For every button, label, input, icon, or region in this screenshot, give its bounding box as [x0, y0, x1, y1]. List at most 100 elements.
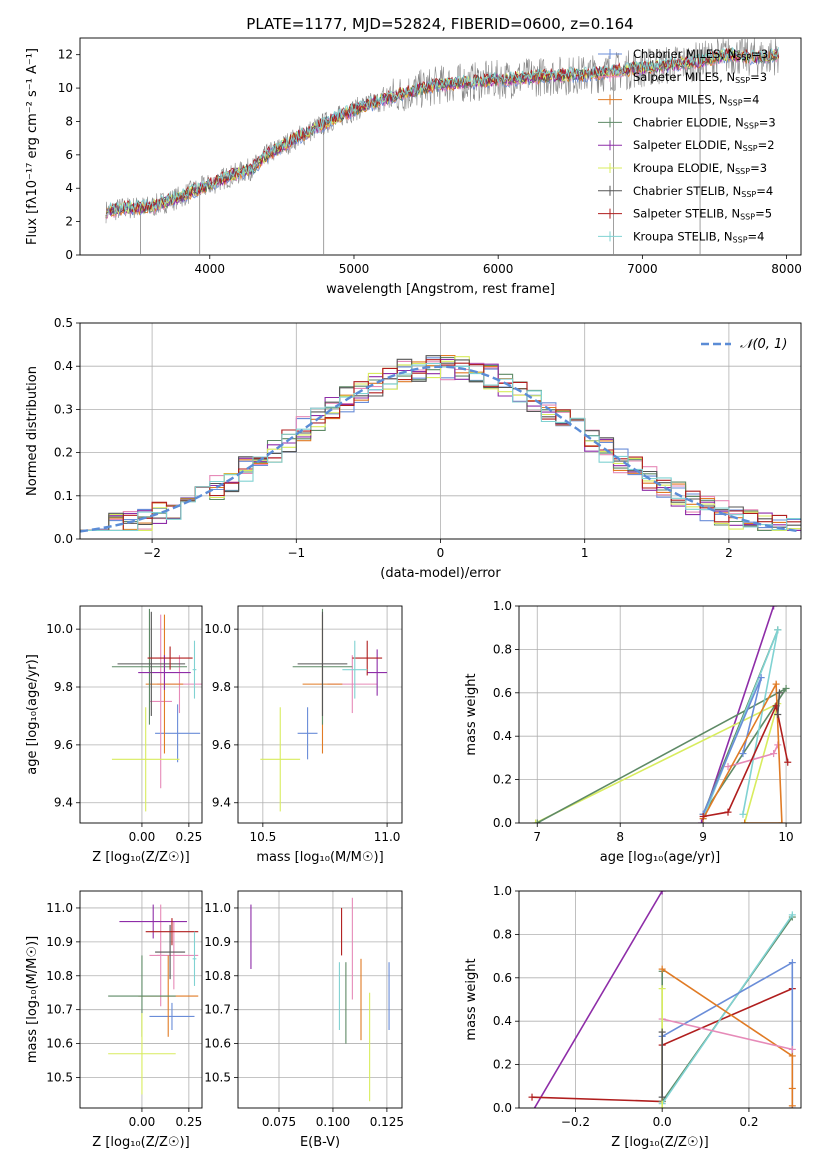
- y-tick-label: 0.0: [493, 816, 512, 830]
- legend-label-5: Kroupa ELODIE, NSSP=3: [633, 161, 767, 176]
- x-tick-label: 0.075: [262, 1115, 296, 1129]
- panel-mass-vs-Z: 0.00 0.25 10.5 10.6 10.7 10.8 10.9 11.0 Z [log₁₀…: [25, 890, 203, 1150]
- weight-series-6: [662, 1018, 793, 1051]
- errorbar-point-8: [342, 640, 368, 699]
- y-tick-label: 0.8: [493, 927, 512, 941]
- legend-label-1: Salpeter MILES, NSSP=3: [633, 70, 767, 85]
- errorbar-point-6: [297, 611, 348, 716]
- errorbar-point-5: [119, 904, 187, 939]
- y-tick-label: 11.0: [46, 901, 73, 915]
- y-tick-label: 9.6: [54, 738, 73, 752]
- x-axis-label: (data-model)/error: [380, 566, 501, 581]
- x-axis-label: age [log₁₀(age/yr)]: [600, 850, 721, 865]
- figure-title: PLATE=1177, MJD=52824, FIBERID=0600, z=0…: [246, 15, 633, 33]
- y-tick-label: 9.4: [54, 796, 73, 810]
- x-axis-label: Z [log₁₀(Z/Z☉)]: [92, 1135, 189, 1150]
- errorbar-point-9: [192, 931, 197, 986]
- x-tick-label: 0.00: [129, 1115, 156, 1129]
- y-tick-label: 2: [65, 215, 73, 229]
- y-tick-label: 10: [58, 81, 73, 95]
- x-tick-label: −2: [143, 546, 161, 560]
- errorbar-point-9: [192, 640, 197, 699]
- y-tick-label: 1.0: [493, 884, 512, 898]
- errorbar-point-6: [108, 1013, 176, 1095]
- x-tick-label: 0.00: [129, 830, 156, 844]
- y-tick-label: 0.4: [493, 1014, 512, 1028]
- x-tick-label: 11.0: [374, 830, 401, 844]
- x-tick-label: 0.100: [316, 1115, 350, 1129]
- normal-curve: [80, 365, 801, 533]
- legend-label-4: Salpeter ELODIE, NSSP=2: [633, 138, 775, 153]
- y-tick-label: 10.7: [204, 1003, 231, 1017]
- errorbar-point-7: [117, 611, 186, 716]
- axes-frame: [79, 322, 802, 540]
- y-tick-label: 9.8: [54, 680, 73, 694]
- panel-age-vs-Z: 0.00 0.25 9.4 9.6 9.8 10.0 Z [log₁₀(Z/Z☉)] age …: [25, 605, 203, 865]
- y-tick-label: 9.6: [212, 738, 231, 752]
- errorbar-point-0: [149, 1002, 195, 1031]
- weight-series-5: [661, 968, 794, 1106]
- spectrum-model-7: [105, 48, 779, 217]
- x-axis-label: Z [log₁₀(Z/Z☉)]: [92, 850, 189, 865]
- histogram-5: [80, 356, 801, 531]
- legend-label-7: Salpeter STELIB, NSSP=5: [633, 207, 772, 222]
- weight-series-7: [702, 703, 789, 818]
- x-tick-label: 0.25: [176, 1115, 203, 1129]
- y-axis-label: mass weight: [464, 673, 479, 755]
- weight-series-2: [536, 629, 787, 823]
- y-tick-label: 0.5: [54, 316, 73, 330]
- y-axis-label: mass [log₁₀(M/M☉)]: [25, 936, 40, 1063]
- y-tick-label: 10.0: [46, 622, 73, 636]
- weight-series-8: [777, 692, 781, 715]
- y-tick-label: 10.5: [46, 1070, 73, 1084]
- errorbar-point-8: [145, 918, 199, 946]
- x-tick-label: 0.0: [653, 1115, 672, 1129]
- weight-series-3: [661, 914, 793, 1105]
- legend-label: 𝒩(0, 1): [740, 337, 787, 352]
- y-tick-label: 10.0: [204, 622, 231, 636]
- y-tick-label: 10.7: [46, 1003, 73, 1017]
- y-tick-label: 0.2: [54, 446, 73, 460]
- y-tick-label: 10.8: [204, 969, 231, 983]
- y-tick-label: 0.2: [493, 1058, 512, 1072]
- y-tick-label: 0.8: [493, 642, 512, 656]
- axes-frame: [79, 890, 203, 1109]
- y-tick-label: 10.9: [204, 935, 231, 949]
- histogram-8: [80, 363, 801, 531]
- y-tick-label: 0: [65, 248, 73, 262]
- errorbar-point-7: [155, 924, 186, 980]
- y-axis-label: age [log₁₀(age/yr)]: [25, 654, 40, 775]
- y-tick-label: 10.6: [204, 1037, 231, 1051]
- panel-weight-vs-age: 7 8 9 10 0.0 0.2 0.4 0.6 0.8 1.0 age [log₁₀(age/yr…: [464, 599, 802, 865]
- x-tick-label: 10.5: [249, 830, 276, 844]
- axes-frame: [518, 605, 802, 824]
- panel-spectrum: 4000 5000 6000 7000 8000 0 2 4 6 8 10 12 wavelength …: [25, 37, 802, 297]
- y-tick-label: 12: [58, 48, 73, 62]
- y-tick-label: 1.0: [493, 599, 512, 613]
- panel-residuals: −2 −1 0 1 2 0.0 0.1 0.2 0.3 0.4 0.5 (data-model)/er…: [25, 316, 802, 581]
- spectrum-model-8: [105, 46, 779, 216]
- x-axis-label: wavelength [Angstrom, rest frame]: [326, 282, 555, 297]
- legend-label-2: Kroupa MILES, NSSP=4: [633, 93, 759, 108]
- x-tick-label: 0.2: [739, 1115, 758, 1129]
- x-tick-label: 9: [699, 830, 707, 844]
- weight-series-4: [661, 961, 794, 1108]
- axes-frame: [79, 605, 203, 824]
- legend-label-8: Kroupa STELIB, NSSP=4: [633, 229, 764, 244]
- legend-label-3: Chabrier ELODIE, NSSP=3: [633, 115, 776, 130]
- errorbar-point-5: [260, 707, 301, 812]
- histogram-7: [80, 359, 801, 531]
- x-tick-label: 8000: [771, 262, 802, 276]
- x-tick-label: 0: [437, 546, 445, 560]
- y-tick-label: 0.0: [493, 1101, 512, 1115]
- y-tick-label: 9.4: [212, 796, 231, 810]
- weight-series-6: [702, 681, 783, 823]
- x-tick-label: 6000: [483, 262, 514, 276]
- axes-frame: [237, 890, 403, 1109]
- y-tick-label: 10.5: [204, 1070, 231, 1084]
- y-tick-label: 0.4: [54, 359, 73, 373]
- x-tick-label: 1: [581, 546, 589, 560]
- panel-weight-vs-Z: −0.2 0.0 0.2 0.0 0.2 0.4 0.6 0.8 1.0 Z [log₁₀(Z/Z…: [464, 884, 802, 1150]
- errorbar-point-0: [297, 707, 318, 760]
